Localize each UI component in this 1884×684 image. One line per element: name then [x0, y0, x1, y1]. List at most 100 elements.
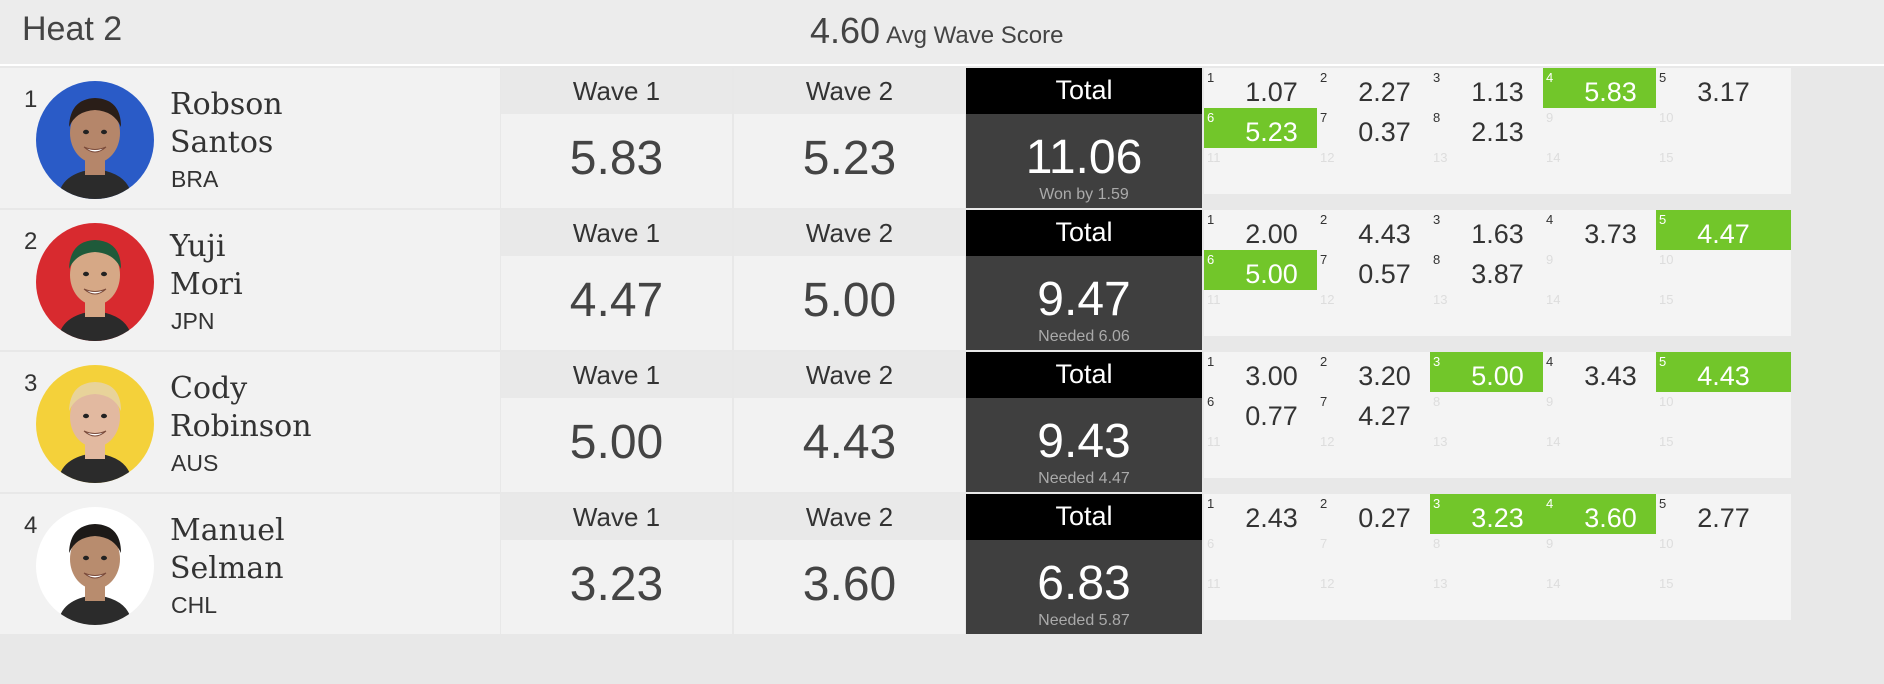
wave-cell[interactable]: 6 5.00 [1204, 250, 1339, 296]
wave-cell[interactable]: 12 [1317, 148, 1452, 194]
wave-cell[interactable]: 9 [1543, 534, 1678, 580]
wave-cell[interactable]: 14 [1543, 148, 1678, 194]
wave-cell[interactable]: 9 [1543, 108, 1678, 154]
wave-cell[interactable]: 6 5.23 [1204, 108, 1339, 154]
wave-cell[interactable]: 1 2.00 [1204, 210, 1339, 256]
wave-cell[interactable]: 14 [1543, 574, 1678, 620]
wave-cell[interactable]: 10 [1656, 534, 1791, 580]
wave-cell[interactable]: 4 3.73 [1543, 210, 1678, 256]
wave-cell[interactable]: 7 [1317, 534, 1452, 580]
wave-cell[interactable]: 8 3.87 [1430, 250, 1565, 296]
wave-cell[interactable]: 2 3.20 [1317, 352, 1452, 398]
wave-score-grid: 1 1.07 2 2.27 3 1.13 4 5.83 5 3.17 6 5.23 7 0.37 8 2.13… [1204, 68, 1884, 208]
wave-number: 13 [1433, 150, 1448, 165]
wave-cell[interactable]: 15 [1656, 148, 1791, 194]
wave-cell[interactable]: 11 [1204, 290, 1339, 336]
wave-cell[interactable]: 1 3.00 [1204, 352, 1339, 398]
wave-1-column: Wave 1 3.23 [501, 494, 732, 634]
athlete-row: 2 Yuji Mori JPN Wave 1 4.47 Wave 2 5.00 Total 9.4… [0, 210, 1884, 350]
total-score: 9.47 [1037, 273, 1131, 326]
wave-cell[interactable]: 15 [1656, 432, 1791, 478]
athlete-country: AUS [171, 450, 219, 476]
wave-score: 2.77 [1697, 503, 1750, 533]
athlete-info[interactable]: 1 Robson Santos BRA [0, 68, 500, 208]
wave-number: 5 [1659, 354, 1667, 369]
wave-cell[interactable]: 11 [1204, 574, 1339, 620]
wave-cell[interactable]: 12 [1317, 432, 1452, 478]
wave-cell[interactable]: 7 0.57 [1317, 250, 1452, 296]
wave-cell[interactable]: 10 [1656, 392, 1791, 438]
wave-cell[interactable]: 5 2.77 [1656, 494, 1791, 540]
wave-number: 4 [1546, 70, 1554, 85]
wave-cell[interactable]: 3 1.13 [1430, 68, 1565, 114]
wave-cell[interactable]: 3 1.63 [1430, 210, 1565, 256]
wave-score: 0.37 [1358, 117, 1411, 147]
wave-cell[interactable]: 9 [1543, 250, 1678, 296]
wave-cell[interactable]: 14 [1543, 290, 1678, 336]
wave-cell[interactable]: 1 2.43 [1204, 494, 1339, 540]
wave-1-label: Wave 1 [501, 68, 732, 114]
wave-cell[interactable]: 4 3.43 [1543, 352, 1678, 398]
wave-cell[interactable]: 2 4.43 [1317, 210, 1452, 256]
wave-1-score: 3.23 [501, 540, 732, 634]
wave-cell[interactable]: 15 [1656, 290, 1791, 336]
athlete-rank: 4 [24, 512, 38, 539]
wave-cell[interactable]: 4 5.83 [1543, 68, 1678, 114]
wave-cell[interactable]: 2 0.27 [1317, 494, 1452, 540]
wave-cell[interactable]: 8 [1430, 534, 1565, 580]
wave-cell[interactable]: 7 0.37 [1317, 108, 1452, 154]
wave-cell[interactable]: 5 4.47 [1656, 210, 1791, 256]
wave-score-grid: 1 2.00 2 4.43 3 1.63 4 3.73 5 4.47 6 5.00 7 0.57 8 3.87… [1204, 210, 1884, 350]
athlete-info[interactable]: 2 Yuji Mori JPN [0, 210, 500, 350]
wave-number: 4 [1546, 354, 1554, 369]
wave-number: 4 [1546, 212, 1554, 227]
wave-cell[interactable]: 6 0.77 [1204, 392, 1339, 438]
wave-cell[interactable]: 9 [1543, 392, 1678, 438]
athlete-first-name: Cody [170, 371, 248, 406]
wave-cell[interactable]: 14 [1543, 432, 1678, 478]
wave-number: 14 [1546, 292, 1561, 307]
wave-score: 4.43 [1358, 219, 1411, 249]
wave-cell[interactable]: 4 3.60 [1543, 494, 1678, 540]
wave-number: 9 [1546, 394, 1554, 409]
wave-cell[interactable]: 3 3.23 [1430, 494, 1565, 540]
wave-2-column: Wave 2 5.00 [734, 210, 965, 350]
total-note: Needed 5.87 [1038, 612, 1130, 629]
wave-number: 6 [1207, 110, 1215, 125]
wave-cell[interactable]: 7 4.27 [1317, 392, 1452, 438]
wave-number: 1 [1207, 212, 1215, 227]
wave-cell[interactable]: 5 3.17 [1656, 68, 1791, 114]
wave-cell[interactable]: 12 [1317, 290, 1452, 336]
wave-cell[interactable]: 13 [1430, 432, 1565, 478]
wave-cell[interactable]: 15 [1656, 574, 1791, 620]
wave-number: 15 [1659, 292, 1674, 307]
wave-cell[interactable]: 10 [1656, 250, 1791, 296]
athlete-info[interactable]: 4 Manuel Selman CHL [0, 494, 500, 634]
wave-cell[interactable]: 10 [1656, 108, 1791, 154]
wave-cell[interactable]: 11 [1204, 432, 1339, 478]
wave-number: 11 [1207, 150, 1221, 165]
athlete-last-name: Selman [170, 551, 284, 586]
wave-cell[interactable]: 1 1.07 [1204, 68, 1339, 114]
wave-cell[interactable]: 3 5.00 [1430, 352, 1565, 398]
wave-cell[interactable]: 2 2.27 [1317, 68, 1452, 114]
wave-score: 2.27 [1358, 77, 1411, 107]
wave-2-label: Wave 2 [734, 210, 965, 256]
wave-2-score: 3.60 [734, 540, 965, 634]
wave-1-label: Wave 1 [501, 210, 732, 256]
wave-cell[interactable]: 5 4.43 [1656, 352, 1791, 398]
wave-cell[interactable]: 12 [1317, 574, 1452, 620]
wave-cell[interactable]: 13 [1430, 290, 1565, 336]
athlete-rank: 3 [24, 370, 38, 397]
wave-cell[interactable]: 13 [1430, 148, 1565, 194]
wave-cell[interactable]: 6 [1204, 534, 1339, 580]
athlete-info[interactable]: 3 Cody Robinson AUS [0, 352, 500, 492]
wave-number: 7 [1320, 110, 1328, 125]
wave-cell[interactable]: 11 [1204, 148, 1339, 194]
wave-cell[interactable]: 13 [1430, 574, 1565, 620]
athlete-avatar [36, 507, 154, 625]
wave-cell[interactable]: 8 [1430, 392, 1565, 438]
wave-cell[interactable]: 8 2.13 [1430, 108, 1565, 154]
wave-number: 2 [1320, 354, 1328, 369]
wave-score: 1.63 [1471, 219, 1524, 249]
